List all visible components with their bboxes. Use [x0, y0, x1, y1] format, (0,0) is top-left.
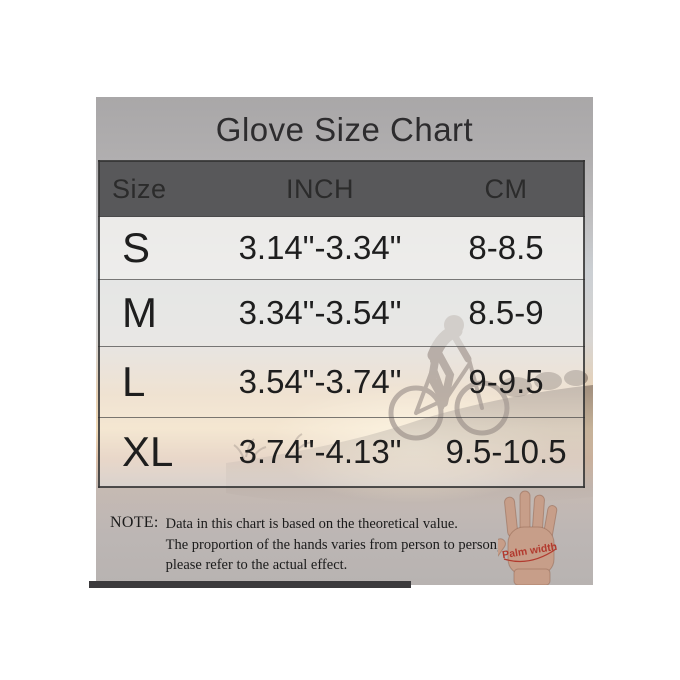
column-header-size: Size	[99, 161, 211, 217]
cm-value: 8.5-9	[429, 279, 584, 347]
table-row: S 3.14"-3.34" 8-8.5	[99, 216, 584, 280]
note-line: Data in this chart is based on the theor…	[165, 516, 458, 532]
inch-value: 3.74"-4.13"	[211, 417, 429, 487]
size-value: S	[99, 216, 211, 280]
chart-title: Glove Size Chart	[215, 111, 474, 148]
size-value: L	[99, 346, 211, 418]
inch-value: 3.14"-3.34"	[211, 216, 429, 280]
palm-measurement-image: Palm width	[485, 487, 564, 585]
column-header-inch: INCH	[211, 161, 429, 217]
inch-value: 3.54"-3.74"	[211, 346, 429, 418]
size-value: XL	[99, 417, 211, 487]
column-header-cm: CM	[429, 161, 584, 217]
size-value: M	[99, 279, 211, 347]
glove-size-chart-image: Glove Size Chart Size INCH CM S 3.14"-3.…	[96, 97, 593, 585]
cm-value: 9.5-10.5	[429, 417, 584, 487]
glove-size-table: Size INCH CM S 3.14"-3.34" 8-8.5 M 3.34"…	[98, 160, 585, 488]
table-header-row: Size INCH CM	[99, 161, 584, 217]
note-line: The proportion of the hands varies from …	[165, 536, 501, 553]
note-label: NOTE:	[110, 514, 159, 531]
table-row: L 3.54"-3.74" 9-9.5	[99, 346, 584, 418]
hand-icon: Palm width	[485, 490, 558, 585]
inch-value: 3.34"-3.54"	[211, 279, 429, 347]
bottom-accent-bar	[89, 581, 411, 588]
note-text: Data in this chart is based on the theor…	[166, 514, 501, 576]
note-line: please refer to the actual effect.	[165, 557, 348, 573]
cm-value: 8-8.5	[429, 216, 584, 280]
table-row: M 3.34"-3.54" 8.5-9	[99, 279, 584, 347]
table-row: XL 3.74"-4.13" 9.5-10.5	[99, 417, 584, 487]
cm-value: 9-9.5	[429, 346, 584, 418]
note-block: NOTE: Data in this chart is based on the…	[110, 514, 501, 576]
